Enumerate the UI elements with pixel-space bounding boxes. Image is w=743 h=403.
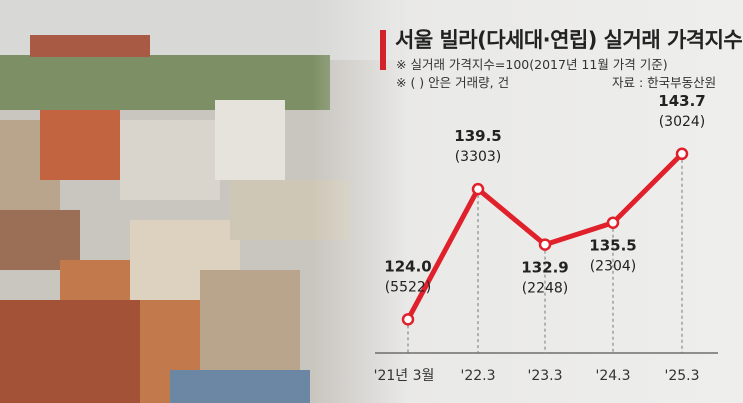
title-accent-bar <box>380 30 386 70</box>
volume-label: (3024) <box>659 114 706 130</box>
x-tick-label: '24.3 <box>595 368 630 384</box>
x-tick-label: '21년 3월 <box>374 368 435 384</box>
data-point <box>471 182 485 196</box>
chart-title: 서울 빌라(다세대·연립) 실거래 가격지수 <box>395 28 743 52</box>
volume-label: (2248) <box>522 281 569 297</box>
value-label: 139.5 <box>454 127 501 145</box>
data-point <box>401 313 415 326</box>
value-label: 143.7 <box>658 92 705 110</box>
value-label: 124.0 <box>384 257 431 275</box>
x-tick-label: '22.3 <box>460 368 495 384</box>
data-point <box>675 147 689 161</box>
note-volume: ※ ( ) 안은 거래량, 건 <box>396 75 510 90</box>
volume-label: (5522) <box>385 279 432 295</box>
value-label: 135.5 <box>589 237 636 255</box>
x-tick-label: '25.3 <box>664 368 699 384</box>
value-label: 132.9 <box>521 259 568 277</box>
x-tick-label: '23.3 <box>527 368 562 384</box>
source: 자료 : 한국부동산원 <box>612 75 717 90</box>
data-point <box>538 238 552 251</box>
volume-label: (3303) <box>455 149 502 165</box>
note-index-base: ※ 실거래 가격지수=100(2017년 11월 가격 기준) <box>396 57 668 72</box>
volume-label: (2304) <box>590 259 637 275</box>
data-point <box>606 216 620 229</box>
